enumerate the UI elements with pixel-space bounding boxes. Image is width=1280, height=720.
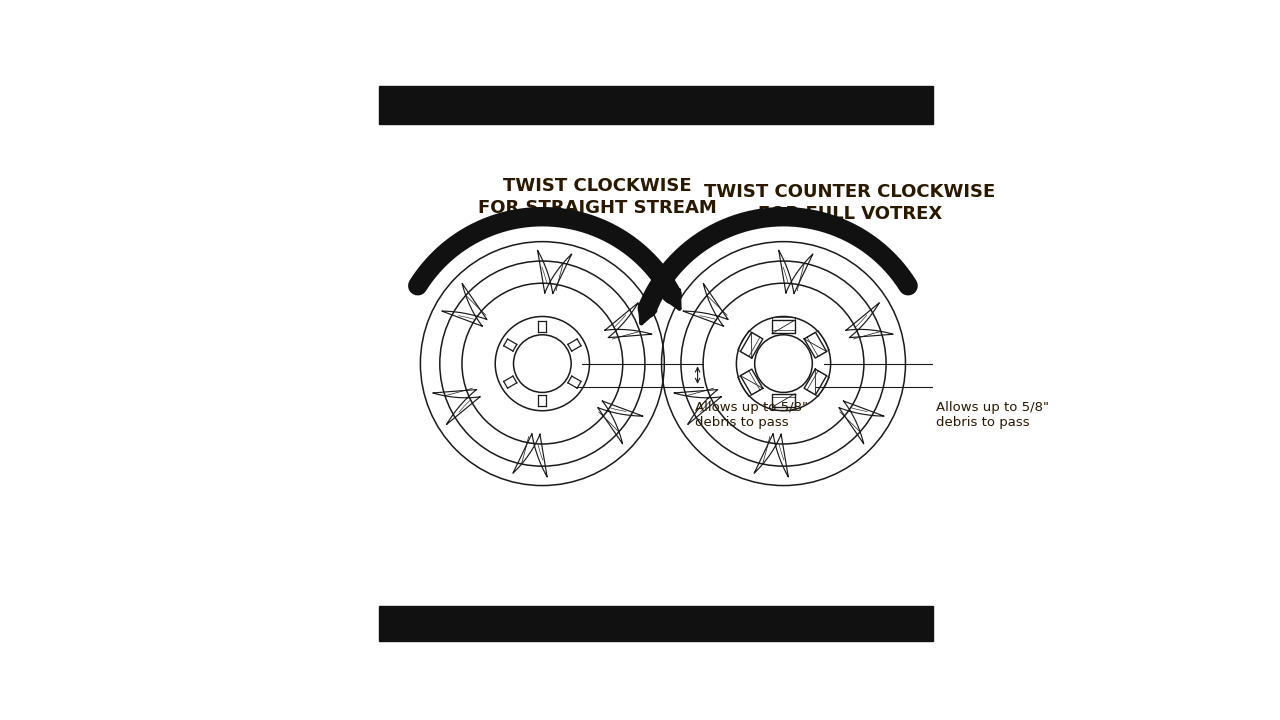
- Text: TWIST COUNTER CLOCKWISE
FOR FULL VOTREX: TWIST COUNTER CLOCKWISE FOR FULL VOTREX: [704, 183, 996, 223]
- Text: Allows up to 5/8"
debris to pass: Allows up to 5/8" debris to pass: [936, 400, 1050, 428]
- Text: Allows up to 5/8"
debris to pass: Allows up to 5/8" debris to pass: [695, 400, 808, 428]
- Text: TWIST CLOCKWISE
FOR STRAIGHT STREAM: TWIST CLOCKWISE FOR STRAIGHT STREAM: [479, 177, 717, 217]
- Bar: [379, 86, 933, 124]
- Bar: [379, 606, 933, 641]
